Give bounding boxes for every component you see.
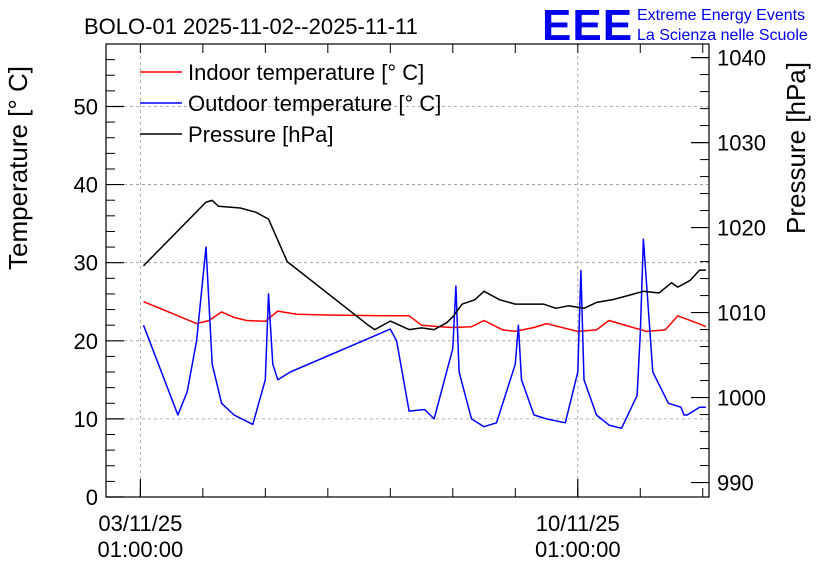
eee-logo: EEE Extreme Energy Events La Scienza nel…: [542, 1, 808, 50]
x-tick-time-label: 01:00:00: [98, 537, 184, 562]
x-tick-time-label: 01:00:00: [535, 537, 621, 562]
legend-outdoor-label: Outdoor temperature [° C]: [188, 91, 441, 116]
y-tick-label: 30: [74, 251, 98, 276]
grid: [106, 44, 709, 497]
series-line-indoor: [143, 301, 707, 333]
logo-line-2: La Scienza nelle Scuole: [637, 27, 808, 44]
axes: 010203040509901000101010201030104003/11/…: [74, 43, 766, 562]
chart-title: BOLO-01 2025-11-02--2025-11-11: [84, 14, 418, 39]
x-tick-date-label: 03/11/25: [98, 511, 182, 536]
y-tick-label: 50: [74, 94, 98, 119]
series-layer: [142, 199, 707, 430]
y2-axis-label: Pressure [hPa]: [781, 62, 811, 234]
legend: Indoor temperature [° C] Outdoor tempera…: [140, 60, 441, 147]
logo-line-1: Extreme Energy Events: [637, 7, 805, 24]
y2-tick-label: 1030: [717, 131, 766, 156]
y-tick-label: 0: [86, 485, 98, 510]
y2-tick-label: 1010: [717, 301, 766, 326]
legend-pressure-label: Pressure [hPa]: [188, 122, 334, 147]
legend-indoor-label: Indoor temperature [° C]: [188, 60, 424, 85]
y2-tick-label: 1040: [717, 46, 766, 71]
y2-tick-label: 1020: [717, 216, 766, 241]
series-line-outdoor: [142, 238, 706, 430]
y2-tick-label: 1000: [717, 386, 766, 411]
plot-frame: [105, 43, 710, 498]
y-tick-label: 10: [74, 407, 98, 432]
logo-mark: EEE: [542, 1, 633, 50]
y2-tick-label: 990: [717, 471, 754, 496]
y-axis-label: Temperature [° C]: [3, 66, 33, 270]
x-tick-date-label: 10/11/25: [536, 511, 620, 536]
y-tick-label: 20: [74, 329, 98, 354]
y-tick-label: 40: [74, 173, 98, 198]
series-line-pressure: [142, 199, 706, 331]
